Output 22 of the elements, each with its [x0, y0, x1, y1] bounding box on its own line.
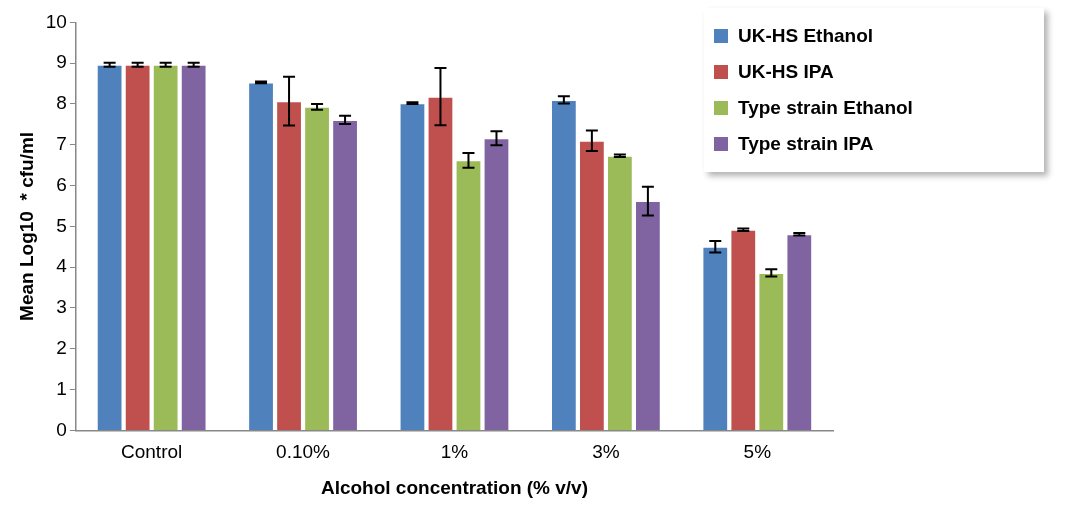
- x-tick-label: Control: [121, 441, 183, 463]
- x-tick-label: 1%: [440, 441, 469, 463]
- y-tick-label: 5: [56, 214, 67, 236]
- x-tick-label: 5%: [743, 441, 772, 463]
- y-tick-label: 9: [56, 51, 67, 73]
- legend-label: Type strain IPA: [738, 133, 874, 155]
- y-tick-label: 6: [56, 173, 67, 195]
- y-tick-label: 3: [56, 296, 67, 318]
- y-tick-label: 10: [45, 10, 67, 32]
- legend-label: UK-HS IPA: [738, 61, 834, 83]
- x-tick-label: 3%: [592, 441, 620, 463]
- y-tick-label: 1: [56, 377, 67, 399]
- y-tick-label: 7: [56, 133, 67, 155]
- legend-label: UK-HS Ethanol: [738, 25, 874, 47]
- legend-label: Type strain Ethanol: [738, 97, 913, 119]
- x-axis-title: Alcohol concentration (% v/v): [320, 476, 589, 498]
- y-tick-label: 2: [56, 337, 67, 359]
- y-tick-label: 0: [56, 418, 67, 440]
- y-tick-label: 8: [56, 92, 67, 114]
- x-tick-label: 0.10%: [276, 441, 331, 463]
- y-tick-label: 4: [56, 255, 68, 277]
- y-axis-title: Mean Log10 * cfu/ml: [15, 131, 37, 321]
